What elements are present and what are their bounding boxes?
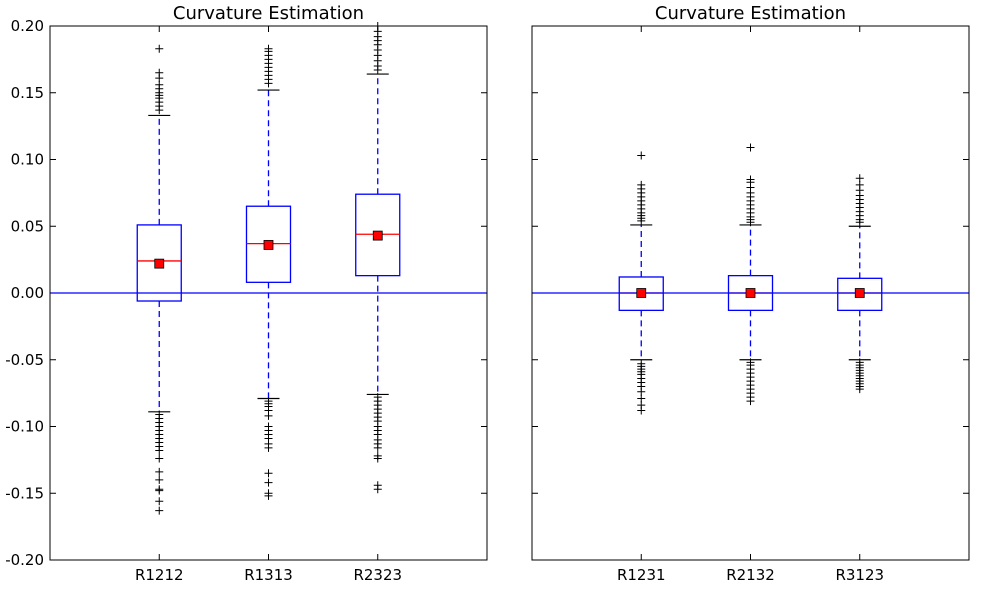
- outlier-marker: [855, 174, 864, 183]
- outlier-marker: [155, 454, 164, 463]
- outlier-marker: [746, 143, 755, 152]
- outlier-marker: [637, 387, 646, 396]
- y-tick-label: 0.20: [11, 17, 44, 35]
- mean-marker: [154, 258, 165, 269]
- left-panel-title: Curvature Estimation: [173, 3, 364, 24]
- y-tick-label: -0.20: [5, 551, 44, 569]
- y-tick-label: 0.10: [11, 151, 44, 169]
- outlier-marker: [155, 106, 164, 115]
- y-tick-label: 0.15: [11, 84, 44, 102]
- outlier-marker: [373, 443, 382, 452]
- x-tick-label: R1212: [135, 566, 184, 584]
- mean-marker: [372, 230, 383, 241]
- outlier-marker: [637, 406, 646, 415]
- outlier-marker: [155, 506, 164, 515]
- outlier-marker: [855, 218, 864, 227]
- outlier-marker: [264, 443, 273, 452]
- box-iqr: [355, 193, 401, 277]
- outlier-marker: [155, 467, 164, 476]
- outlier-marker: [155, 446, 164, 455]
- box-iqr: [245, 205, 292, 283]
- outlier-marker: [155, 475, 164, 484]
- outlier-marker: [637, 151, 646, 160]
- plot-frame: [531, 25, 970, 561]
- outlier-marker: [637, 394, 646, 403]
- box-iqr: [837, 277, 883, 312]
- x-tick-label: R2132: [726, 566, 775, 584]
- outlier-marker: [373, 66, 382, 75]
- y-tick-label: 0.05: [11, 217, 44, 235]
- outlier-marker: [264, 491, 273, 500]
- outlier-marker: [855, 385, 864, 394]
- box-iqr: [618, 276, 664, 312]
- right-panel-title: Curvature Estimation: [655, 3, 846, 24]
- right-panel: Curvature Estimation R1231 R2132 R3123: [531, 3, 970, 584]
- outlier-marker: [155, 497, 164, 506]
- y-tick-label: -0.10: [5, 418, 44, 436]
- outlier-marker: [746, 397, 755, 406]
- mean-marker: [745, 288, 756, 298]
- outlier-marker: [155, 44, 164, 53]
- y-tick-label: -0.05: [5, 351, 44, 369]
- outlier-marker: [264, 411, 273, 420]
- outlier-marker: [155, 486, 164, 495]
- mean-marker: [263, 240, 274, 250]
- outlier-marker: [373, 485, 382, 494]
- mean-marker: [636, 288, 647, 298]
- left-panel: Curvature Estimation 0.20 0.15 0.10 0.05 0.0…: [5, 3, 488, 584]
- x-tick-label: R2323: [353, 566, 402, 584]
- outlier-marker: [264, 79, 273, 88]
- y-tick-label: 0.00: [11, 284, 44, 302]
- outlier-marker: [155, 74, 164, 83]
- x-tick-label: R1231: [617, 566, 666, 584]
- mean-marker: [854, 288, 865, 298]
- box-iqr: [136, 224, 182, 302]
- outlier-marker: [637, 216, 646, 225]
- outlier-marker: [746, 218, 755, 227]
- outlier-marker: [373, 454, 382, 463]
- outlier-marker: [264, 469, 273, 478]
- outlier-marker: [264, 478, 273, 487]
- x-tick-label: R1313: [244, 566, 293, 584]
- plot-frame: [49, 25, 488, 561]
- x-tick-label: R3123: [835, 566, 884, 584]
- y-tick-label: -0.15: [5, 484, 44, 502]
